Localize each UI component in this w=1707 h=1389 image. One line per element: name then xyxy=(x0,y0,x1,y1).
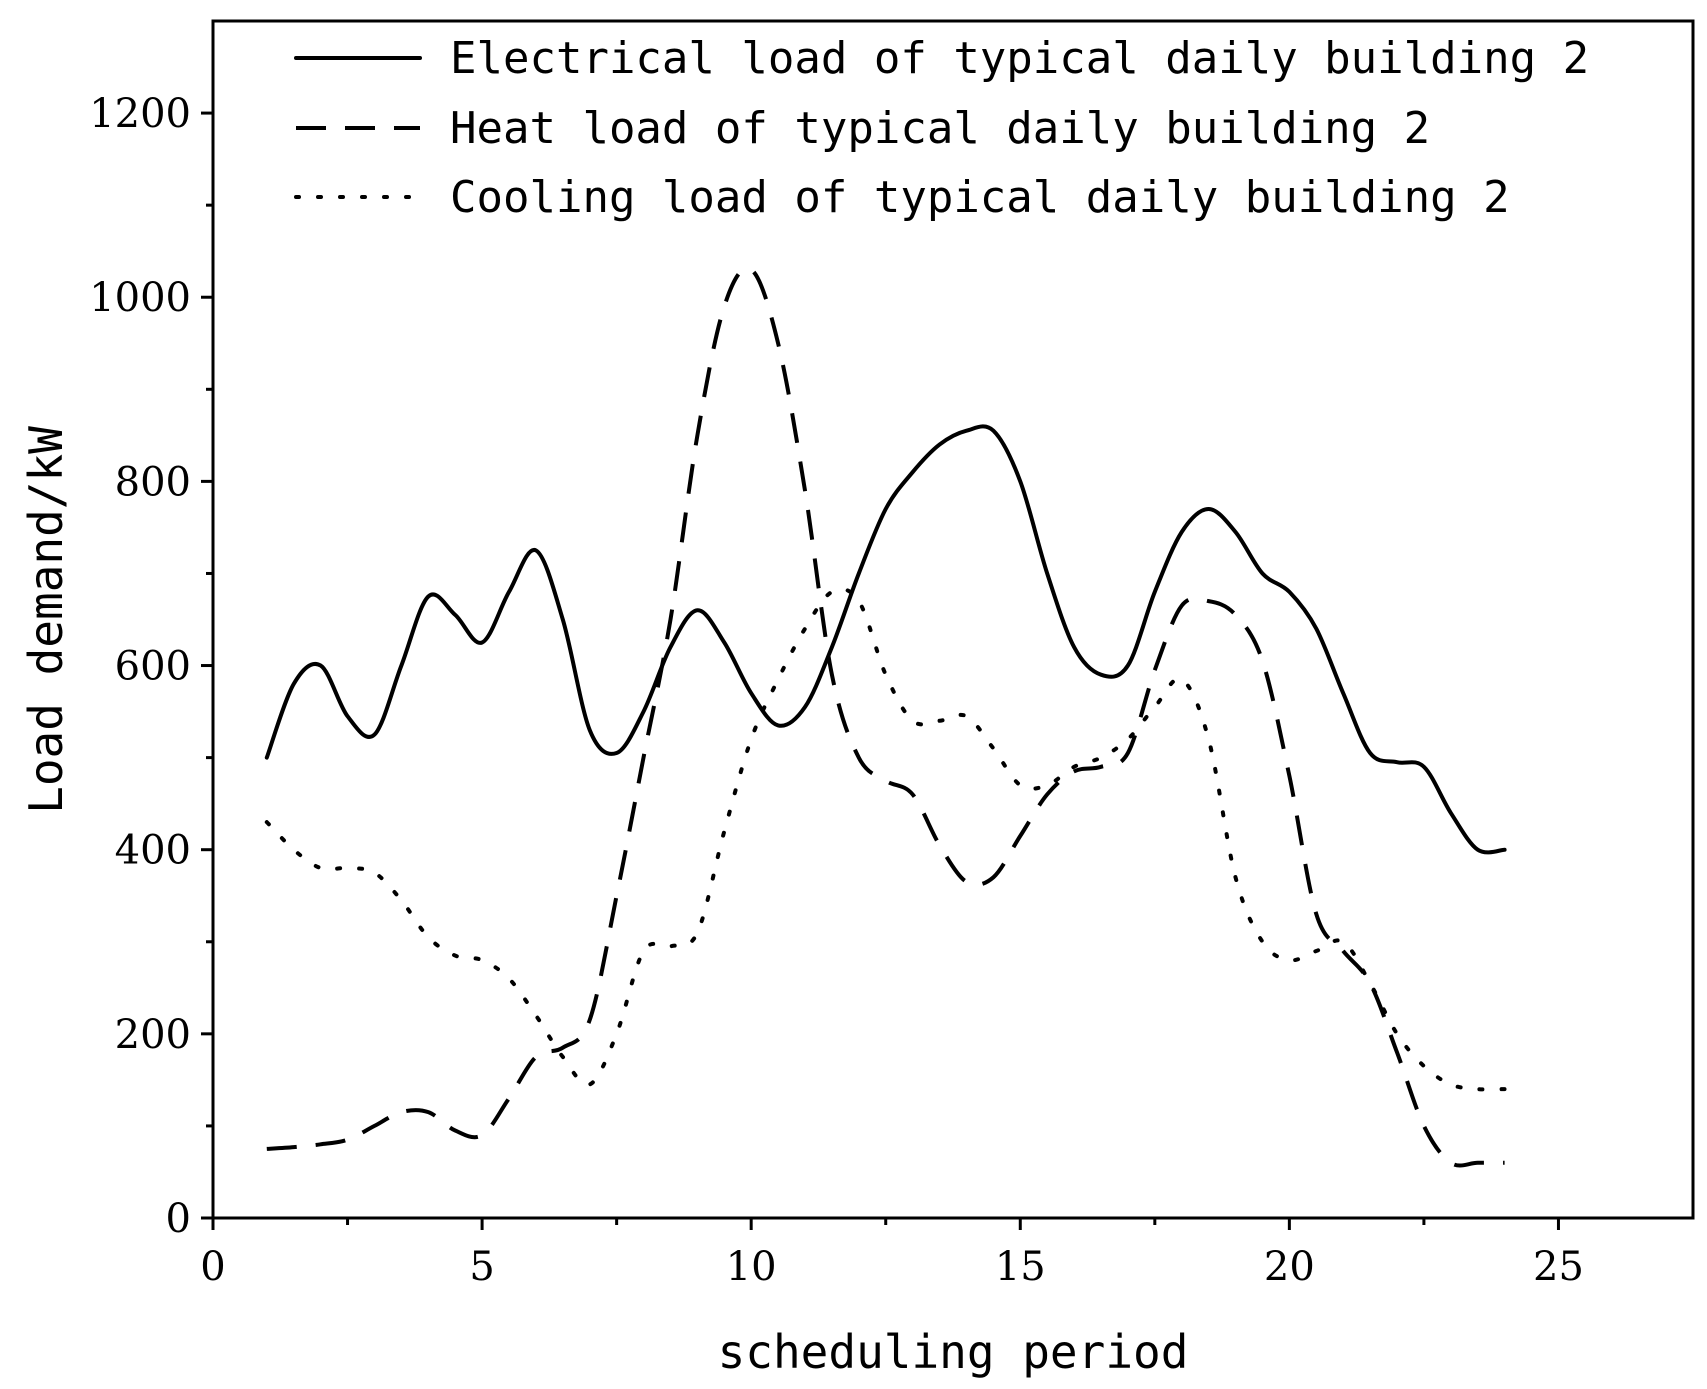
x-tick-label-5: 5 xyxy=(469,1244,494,1290)
x-tick-label-10: 10 xyxy=(726,1244,777,1290)
y-tick-label-1000: 1000 xyxy=(89,275,191,321)
series-layer xyxy=(264,266,1507,1168)
y-tick-label-0: 0 xyxy=(166,1196,191,1242)
y-axis: 0 200 400 600 800 1000 1200 xyxy=(89,91,213,1242)
y-tick-label-400: 400 xyxy=(115,828,191,874)
legend-label-solid: Electrical load of typical daily buildin… xyxy=(450,33,1589,84)
y-tick-label-600: 600 xyxy=(115,644,191,690)
y-tick-label-1200: 1200 xyxy=(89,91,191,137)
series-line-dashed xyxy=(266,266,1505,1168)
y-tick-label-800: 800 xyxy=(115,459,191,505)
x-tick-label-15: 15 xyxy=(995,1244,1046,1290)
series-line-dotted xyxy=(264,587,1507,1092)
y-tick-label-200: 200 xyxy=(115,1012,191,1058)
series-line-solid xyxy=(264,424,1507,855)
legend-label-dashed: Heat load of typical daily building 2 xyxy=(450,103,1430,154)
legend: Electrical load of typical daily buildin… xyxy=(294,33,1589,223)
plot-frame xyxy=(211,19,1695,1220)
x-tick-label-25: 25 xyxy=(1533,1244,1584,1290)
x-axis-title: scheduling period xyxy=(718,1325,1189,1379)
x-tick-label-0: 0 xyxy=(200,1244,225,1290)
y-axis-title: Load demand/kW xyxy=(19,426,73,814)
x-tick-label-20: 20 xyxy=(1264,1244,1315,1290)
x-axis: 0 5 10 15 20 25 xyxy=(200,1218,1584,1290)
legend-label-dotted: Cooling load of typical daily building 2 xyxy=(450,172,1510,223)
